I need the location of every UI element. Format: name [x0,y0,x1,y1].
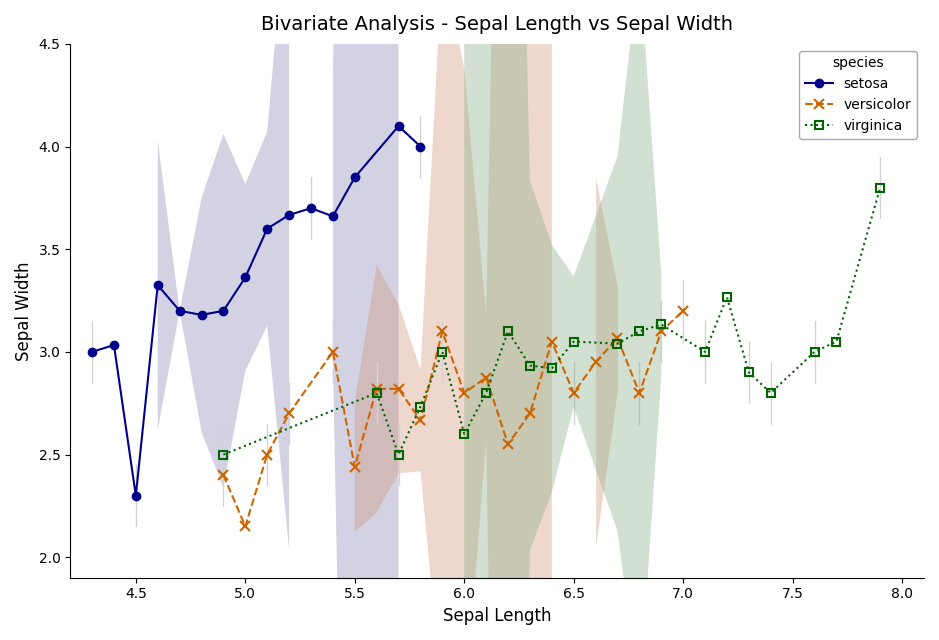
X-axis label: Sepal Length: Sepal Length [443,607,551,625]
Legend: setosa, versicolor, virginica: setosa, versicolor, virginica [799,51,917,139]
Y-axis label: Sepal Width: Sepal Width [15,261,33,360]
Title: Bivariate Analysis - Sepal Length vs Sepal Width: Bivariate Analysis - Sepal Length vs Sep… [261,15,733,34]
